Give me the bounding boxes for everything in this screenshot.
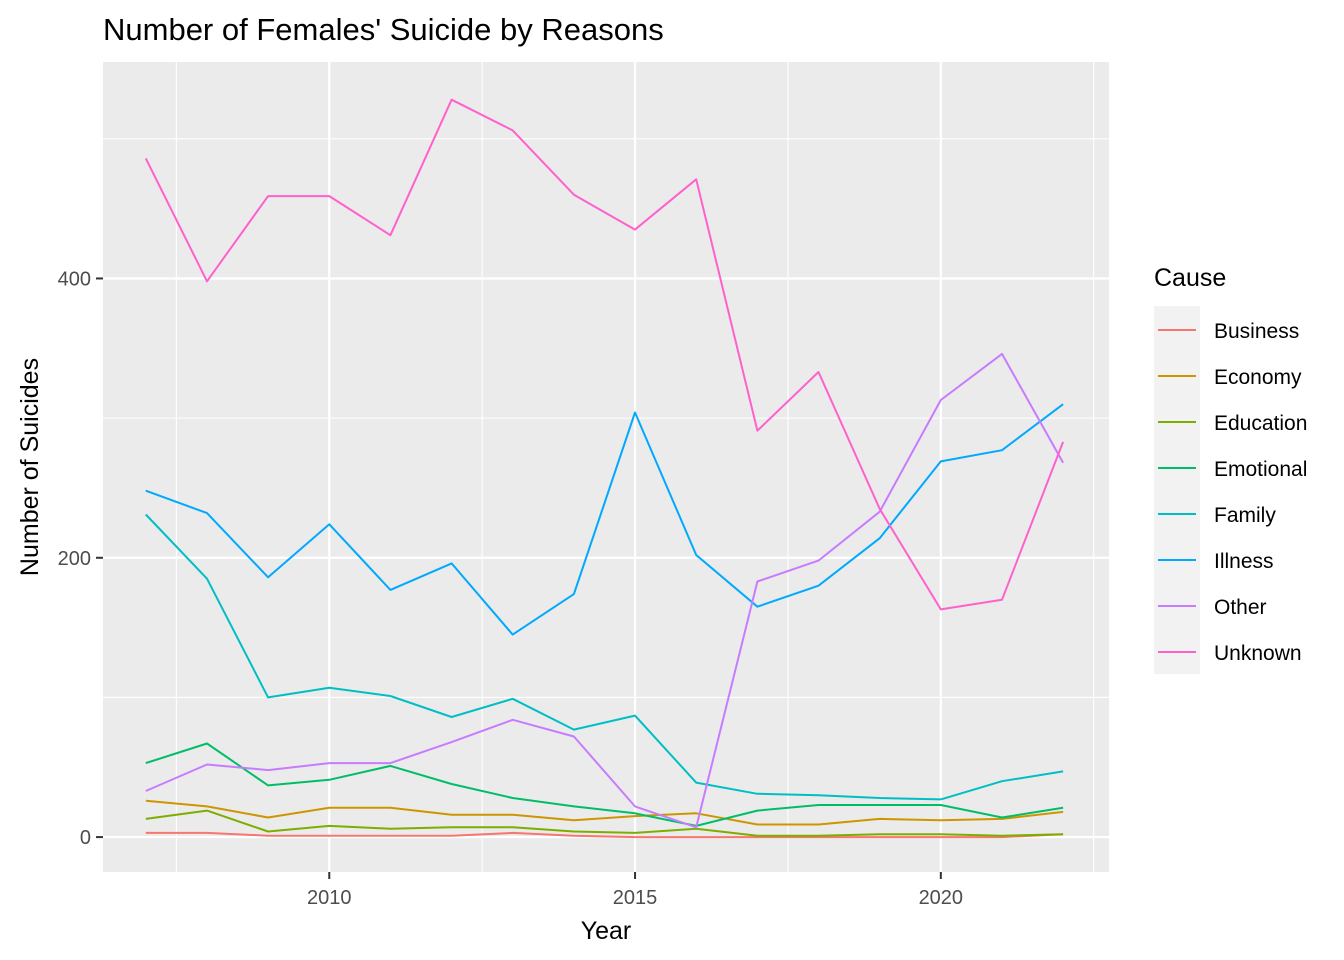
grid-major [103,62,1109,872]
chart-title: Number of Females' Suicide by Reasons [103,12,664,47]
legend: Cause Business Economy Education Emotional F… [1154,264,1307,674]
series-lines [144,98,1065,839]
x-tick-label: 2020 [919,887,964,909]
y-tick-label: 200 [58,548,91,570]
series-line-other [145,352,1064,829]
x-tick-label: 2010 [307,887,352,909]
y-axis-title: Number of Suicides [16,358,44,576]
series-line-education [145,809,1064,837]
legend-label-economy: Economy [1214,366,1302,389]
legend-label-other: Other [1214,596,1267,619]
series-line-emotional [145,742,1064,827]
legend-title: Cause [1154,264,1226,292]
x-tick-label: 2015 [613,887,658,909]
y-tick-label: 0 [80,827,91,849]
y-tick-label: 400 [58,268,91,290]
x-axis-ticks: 2010 2015 2020 [307,872,963,909]
series-line-illness [145,403,1064,636]
x-axis-title: Year [581,917,632,945]
legend-key-background [1154,306,1200,674]
series-line-family [145,513,1064,801]
y-axis-ticks: 0 200 400 [58,268,103,849]
legend-label-business: Business [1214,320,1299,343]
legend-label-illness: Illness [1214,550,1274,573]
series-line-business [145,831,1064,839]
legend-label-unknown: Unknown [1214,642,1302,665]
legend-label-emotional: Emotional [1214,458,1307,481]
series-line-economy [145,799,1064,826]
legend-label-family: Family [1214,504,1276,527]
legend-label-education: Education [1214,412,1307,435]
plot-panel [103,62,1109,872]
series-line-unknown [144,98,1065,611]
